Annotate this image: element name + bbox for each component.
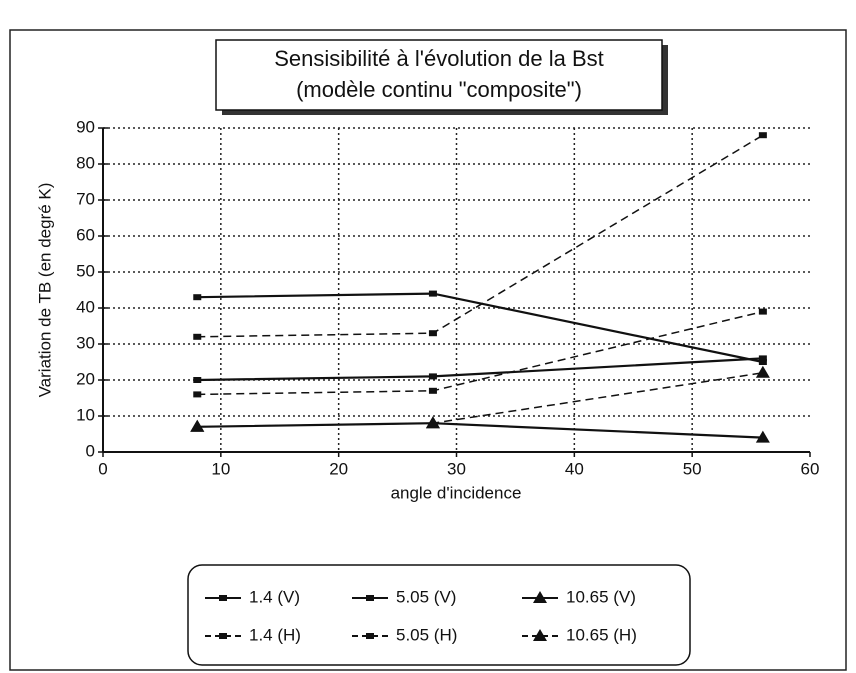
legend-box xyxy=(187,564,691,666)
chart-subtitle: (modèle continu "composite") xyxy=(296,77,582,102)
data-point xyxy=(190,419,205,432)
y-tick-label: 50 xyxy=(76,261,95,280)
legend-label: 5.05 (H) xyxy=(396,625,457,644)
legend-marker xyxy=(219,633,227,639)
legend-label: 5.05 (V) xyxy=(396,587,456,606)
data-point xyxy=(193,333,202,340)
frame xyxy=(9,29,847,671)
data-point xyxy=(193,294,202,301)
y-tick-label: 40 xyxy=(76,297,95,316)
data-point xyxy=(428,290,437,297)
y-tick-label: 90 xyxy=(76,117,95,136)
x-tick-label: 60 xyxy=(801,459,820,478)
legend-label: 10.65 (H) xyxy=(566,625,637,644)
data-point xyxy=(425,416,440,429)
x-tick-label: 10 xyxy=(211,459,230,478)
legend-marker xyxy=(219,595,227,601)
y-tick-label: 30 xyxy=(76,333,95,352)
x-tick-label: 40 xyxy=(565,459,584,478)
series-line xyxy=(197,310,764,396)
x-tick-label: 30 xyxy=(447,459,466,478)
legend-marker xyxy=(366,595,374,601)
y-tick-label: 20 xyxy=(76,369,95,388)
data-point xyxy=(193,377,202,383)
data-point xyxy=(758,359,767,365)
series-line xyxy=(197,372,763,428)
data-point xyxy=(193,391,202,398)
x-tick-label: 20 xyxy=(329,459,348,478)
legend-marker xyxy=(533,591,547,603)
legend-label: 1.4 (H) xyxy=(249,625,301,644)
legend-label: 10.65 (V) xyxy=(566,587,636,606)
x-tick-label: 50 xyxy=(683,459,702,478)
legend-marker xyxy=(366,633,374,639)
legend-label: 1.4 (V) xyxy=(249,587,300,606)
data-point xyxy=(755,430,770,443)
y-tick-label: 70 xyxy=(76,189,95,208)
x-tick-label: 0 xyxy=(98,459,107,478)
series-line xyxy=(197,292,764,364)
data-point xyxy=(428,373,437,380)
data-point xyxy=(755,365,770,378)
title-box xyxy=(215,39,663,111)
y-tick-label: 0 xyxy=(86,441,95,460)
chart-title: Sensisibilité à l'évolution de la Bst xyxy=(274,46,604,71)
data-point xyxy=(758,308,767,315)
data-point xyxy=(758,355,767,362)
y-tick-label: 10 xyxy=(76,405,95,424)
data-point xyxy=(428,330,437,337)
data-point xyxy=(428,387,437,394)
data-point xyxy=(758,132,767,139)
series-line xyxy=(197,357,763,382)
y-axis-label: Variation de TB (en degré K) xyxy=(35,183,54,398)
y-tick-label: 60 xyxy=(76,225,95,244)
y-tick-label: 80 xyxy=(76,153,95,172)
x-axis-label: angle d'incidence xyxy=(391,483,522,502)
legend-marker xyxy=(533,629,547,641)
